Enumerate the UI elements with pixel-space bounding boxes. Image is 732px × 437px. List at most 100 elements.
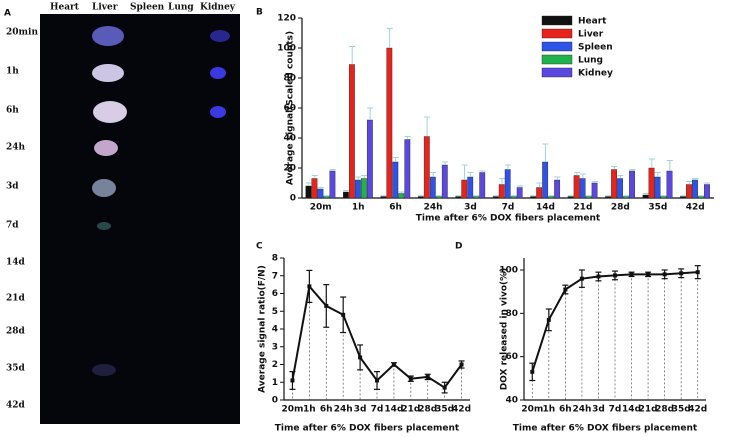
column-label: Heart <box>50 3 80 13</box>
row-label: 1h <box>6 67 19 77</box>
x-axis-title: Time after 6% DOX fibers placement <box>416 214 601 224</box>
bar <box>536 187 543 199</box>
bar <box>680 196 686 199</box>
y-tick-label: 8 <box>272 254 278 264</box>
bar <box>573 175 580 199</box>
x-tick-label: 7d <box>502 203 515 213</box>
data-point <box>290 378 295 383</box>
x-tick-label: 42d <box>688 405 707 415</box>
data-point <box>408 376 413 381</box>
bar <box>642 194 649 199</box>
bar <box>542 161 549 199</box>
y-tick-label: 100 <box>277 44 296 54</box>
data-point <box>646 272 651 277</box>
bar <box>585 196 592 199</box>
column-label: Lung <box>168 3 194 13</box>
bar <box>455 196 462 199</box>
x-tick-label: 14d <box>384 405 403 415</box>
data-point <box>358 355 363 360</box>
row-label: 35d <box>6 364 26 374</box>
column-label: Liver <box>92 3 118 13</box>
bar <box>516 187 523 199</box>
legend-label: Heart <box>578 17 607 27</box>
data-point <box>662 272 667 277</box>
row-label: 20min <box>6 28 38 38</box>
bar <box>380 196 387 199</box>
y-tick-label: 60 <box>283 104 296 114</box>
bar <box>311 178 318 199</box>
x-tick-label: 1h <box>542 405 555 415</box>
x-tick-label: 3d <box>354 405 367 415</box>
legend-label: Lung <box>578 56 603 66</box>
bar <box>417 196 424 199</box>
bar <box>579 178 586 199</box>
x-tick-label: 6h <box>389 203 402 213</box>
x-tick-label: 14d <box>536 203 555 213</box>
bar <box>305 185 312 199</box>
y-tick-label: 40 <box>505 396 518 406</box>
row-label: 7d <box>6 221 19 231</box>
x-tick-label: 42d <box>452 405 471 415</box>
x-tick-label: 1h <box>352 203 365 213</box>
x-tick-label: 7d <box>371 405 384 415</box>
data-point <box>341 312 346 317</box>
bar <box>654 176 661 199</box>
data-point <box>546 317 551 322</box>
data-point <box>695 270 700 275</box>
legend-swatch <box>541 54 573 65</box>
y-tick-label: 60 <box>505 352 518 362</box>
bar <box>423 136 430 199</box>
x-tick-label: 24h <box>572 405 591 415</box>
imaging-panel <box>40 14 240 424</box>
x-tick-label: 42d <box>686 203 705 213</box>
bar <box>504 169 511 199</box>
bar <box>548 196 555 199</box>
data-point <box>375 378 379 383</box>
x-tick-label: 3d <box>592 405 605 415</box>
column-label: Kidney <box>200 3 236 13</box>
bar <box>617 178 623 199</box>
bar <box>329 170 336 199</box>
bar <box>660 196 667 199</box>
x-tick-label: 14d <box>622 405 641 415</box>
bar <box>698 196 704 199</box>
bar <box>473 196 480 199</box>
data-point <box>629 272 634 277</box>
y-tick-label: 6 <box>272 289 278 299</box>
row-label: 14d <box>6 258 26 268</box>
bar <box>629 170 635 199</box>
bar <box>435 196 442 199</box>
panel-label: C <box>256 242 263 252</box>
bar <box>611 169 617 199</box>
x-tick-label: 28d <box>655 405 674 415</box>
row-label: 24h <box>6 143 26 153</box>
x-tick-label: 35d <box>672 405 691 415</box>
bar <box>591 182 598 199</box>
x-tick-label: 20m <box>521 405 543 415</box>
data-point <box>530 369 535 374</box>
bar <box>429 176 436 199</box>
bar <box>510 196 517 199</box>
bar <box>554 179 561 199</box>
x-tick-label: 1h <box>303 405 316 415</box>
bar <box>386 47 393 199</box>
data-point <box>425 374 430 379</box>
bar <box>366 119 373 199</box>
x-tick-label: 21d <box>639 405 658 415</box>
data-point <box>459 362 464 367</box>
y-tick-label: 0 <box>290 194 296 204</box>
y-axis-title: DOX released in vivo(%) <box>500 268 510 391</box>
y-tick-label: 100 <box>499 266 518 276</box>
x-tick-label: 28d <box>418 405 437 415</box>
bar <box>461 179 468 199</box>
data-point <box>579 276 584 281</box>
panel-label: D <box>455 242 462 252</box>
bar <box>343 191 349 199</box>
x-tick-label: 35d <box>648 203 667 213</box>
x-axis-title: Time after 6% DOX fibers placement <box>513 424 698 434</box>
bar <box>479 172 486 199</box>
x-tick-label: 7d <box>609 405 622 415</box>
data-point <box>596 274 601 279</box>
bar <box>404 139 411 199</box>
x-tick-label: 28d <box>611 203 630 213</box>
